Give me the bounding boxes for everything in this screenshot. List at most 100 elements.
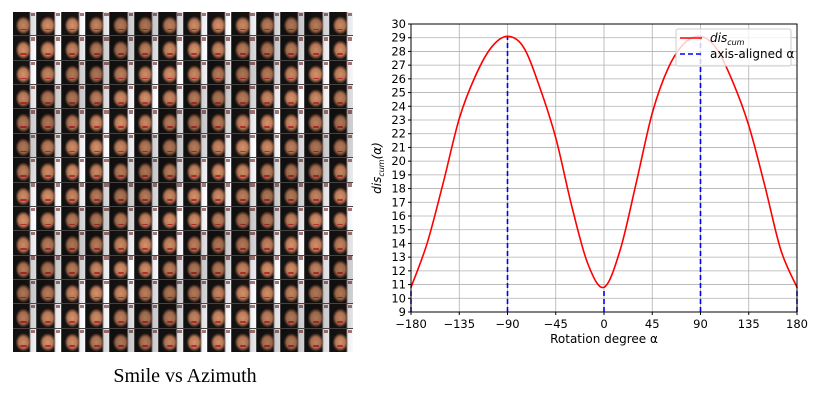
face-thumbnail <box>256 304 280 328</box>
face-thumbnail <box>329 60 353 85</box>
face-thumbnail <box>305 304 329 328</box>
face-thumbnail <box>134 60 159 85</box>
face-thumbnail <box>134 206 159 231</box>
face-thumbnail <box>13 85 37 109</box>
face-thumbnail <box>86 158 110 182</box>
face-thumbnail <box>13 279 37 304</box>
face-thumbnail <box>256 133 280 158</box>
face-thumbnail <box>207 206 232 231</box>
face-thumbnail <box>86 304 110 328</box>
x-tick-label: 90 <box>693 317 708 331</box>
y-axis-label: discum(α) <box>370 142 386 194</box>
face-thumbnail <box>232 60 256 85</box>
face-thumbnail <box>134 133 159 158</box>
face-thumbnail <box>37 328 61 352</box>
face-thumbnail <box>232 133 256 158</box>
face-thumbnail <box>37 12 61 36</box>
face-thumbnail <box>61 36 86 60</box>
face-thumbnail <box>110 109 134 133</box>
face-thumbnail <box>159 206 183 231</box>
face-thumbnail <box>256 109 280 133</box>
face-thumbnail <box>61 12 86 36</box>
face-thumbnail <box>37 279 61 304</box>
face-thumbnail <box>37 36 61 60</box>
face-thumbnail <box>280 279 305 304</box>
face-thumbnail <box>232 182 256 206</box>
face-thumbnail <box>232 279 256 304</box>
face-thumbnail <box>13 328 37 352</box>
x-tick-label: 180 <box>786 317 808 331</box>
face-thumbnail <box>110 255 134 279</box>
face-thumbnail <box>159 182 183 206</box>
face-thumbnail <box>134 109 159 133</box>
face-thumbnail <box>134 231 159 255</box>
face-thumbnail <box>13 206 37 231</box>
face-thumbnail <box>13 133 37 158</box>
face-thumbnail <box>159 36 183 60</box>
x-tick-label: 135 <box>738 317 760 331</box>
face-thumbnail <box>37 133 61 158</box>
face-thumbnail <box>329 12 353 36</box>
y-tick-label: 20 <box>391 154 406 168</box>
face-thumbnail <box>110 60 134 85</box>
face-thumbnail <box>13 304 37 328</box>
face-thumbnail <box>305 85 329 109</box>
face-thumbnail <box>37 231 61 255</box>
face-thumbnail <box>305 36 329 60</box>
face-thumbnail <box>110 182 134 206</box>
y-tick-label: 19 <box>391 168 406 182</box>
face-thumbnail <box>232 12 256 36</box>
face-thumbnail <box>86 206 110 231</box>
face-thumbnail <box>159 304 183 328</box>
y-tick-label: 25 <box>391 86 406 100</box>
face-thumbnail <box>183 158 207 182</box>
face-thumbnail <box>183 231 207 255</box>
grid <box>410 23 798 313</box>
face-thumbnail <box>61 279 86 304</box>
y-tick-label: 10 <box>391 291 406 305</box>
face-thumbnail <box>256 158 280 182</box>
y-tick-label: 18 <box>391 182 406 196</box>
figure-caption: Smile vs Azimuth <box>113 365 257 387</box>
face-thumbnail <box>183 60 207 85</box>
face-thumbnail <box>256 255 280 279</box>
face-thumbnail <box>305 12 329 36</box>
face-thumbnail <box>329 36 353 60</box>
face-thumbnail <box>280 36 305 60</box>
face-thumbnail <box>37 60 61 85</box>
face-thumbnail <box>207 85 232 109</box>
face-thumbnail <box>86 133 110 158</box>
y-tick-label: 15 <box>391 223 406 237</box>
face-thumbnail <box>305 133 329 158</box>
face-thumbnail <box>61 60 86 85</box>
face-thumbnail <box>232 109 256 133</box>
x-axis-label: Rotation degree α <box>550 332 658 346</box>
face-thumbnail <box>232 231 256 255</box>
face-thumbnail <box>86 328 110 352</box>
face-thumbnail <box>256 231 280 255</box>
face-thumbnail <box>61 328 86 352</box>
face-thumbnail <box>280 182 305 206</box>
face-thumbnail <box>329 182 353 206</box>
face-thumbnail <box>280 231 305 255</box>
face-thumbnail <box>37 85 61 109</box>
face-thumbnail <box>280 109 305 133</box>
y-tick-label: 17 <box>391 195 406 209</box>
y-tick-label: 23 <box>391 113 406 127</box>
face-thumbnail <box>86 255 110 279</box>
face-thumbnail <box>329 133 353 158</box>
face-thumbnail <box>159 85 183 109</box>
face-thumbnail <box>256 12 280 36</box>
face-thumbnail <box>86 36 110 60</box>
legend-label-dis-cum: discum <box>710 31 745 47</box>
face-thumbnail <box>305 279 329 304</box>
face-thumbnail <box>61 255 86 279</box>
face-thumbnail <box>61 85 86 109</box>
face-thumbnail <box>13 36 37 60</box>
face-thumbnail <box>207 182 232 206</box>
face-thumbnail <box>232 304 256 328</box>
face-thumbnail <box>110 133 134 158</box>
face-thumbnail <box>110 12 134 36</box>
y-tick-label: 29 <box>391 31 406 45</box>
face-thumbnail <box>183 328 207 352</box>
